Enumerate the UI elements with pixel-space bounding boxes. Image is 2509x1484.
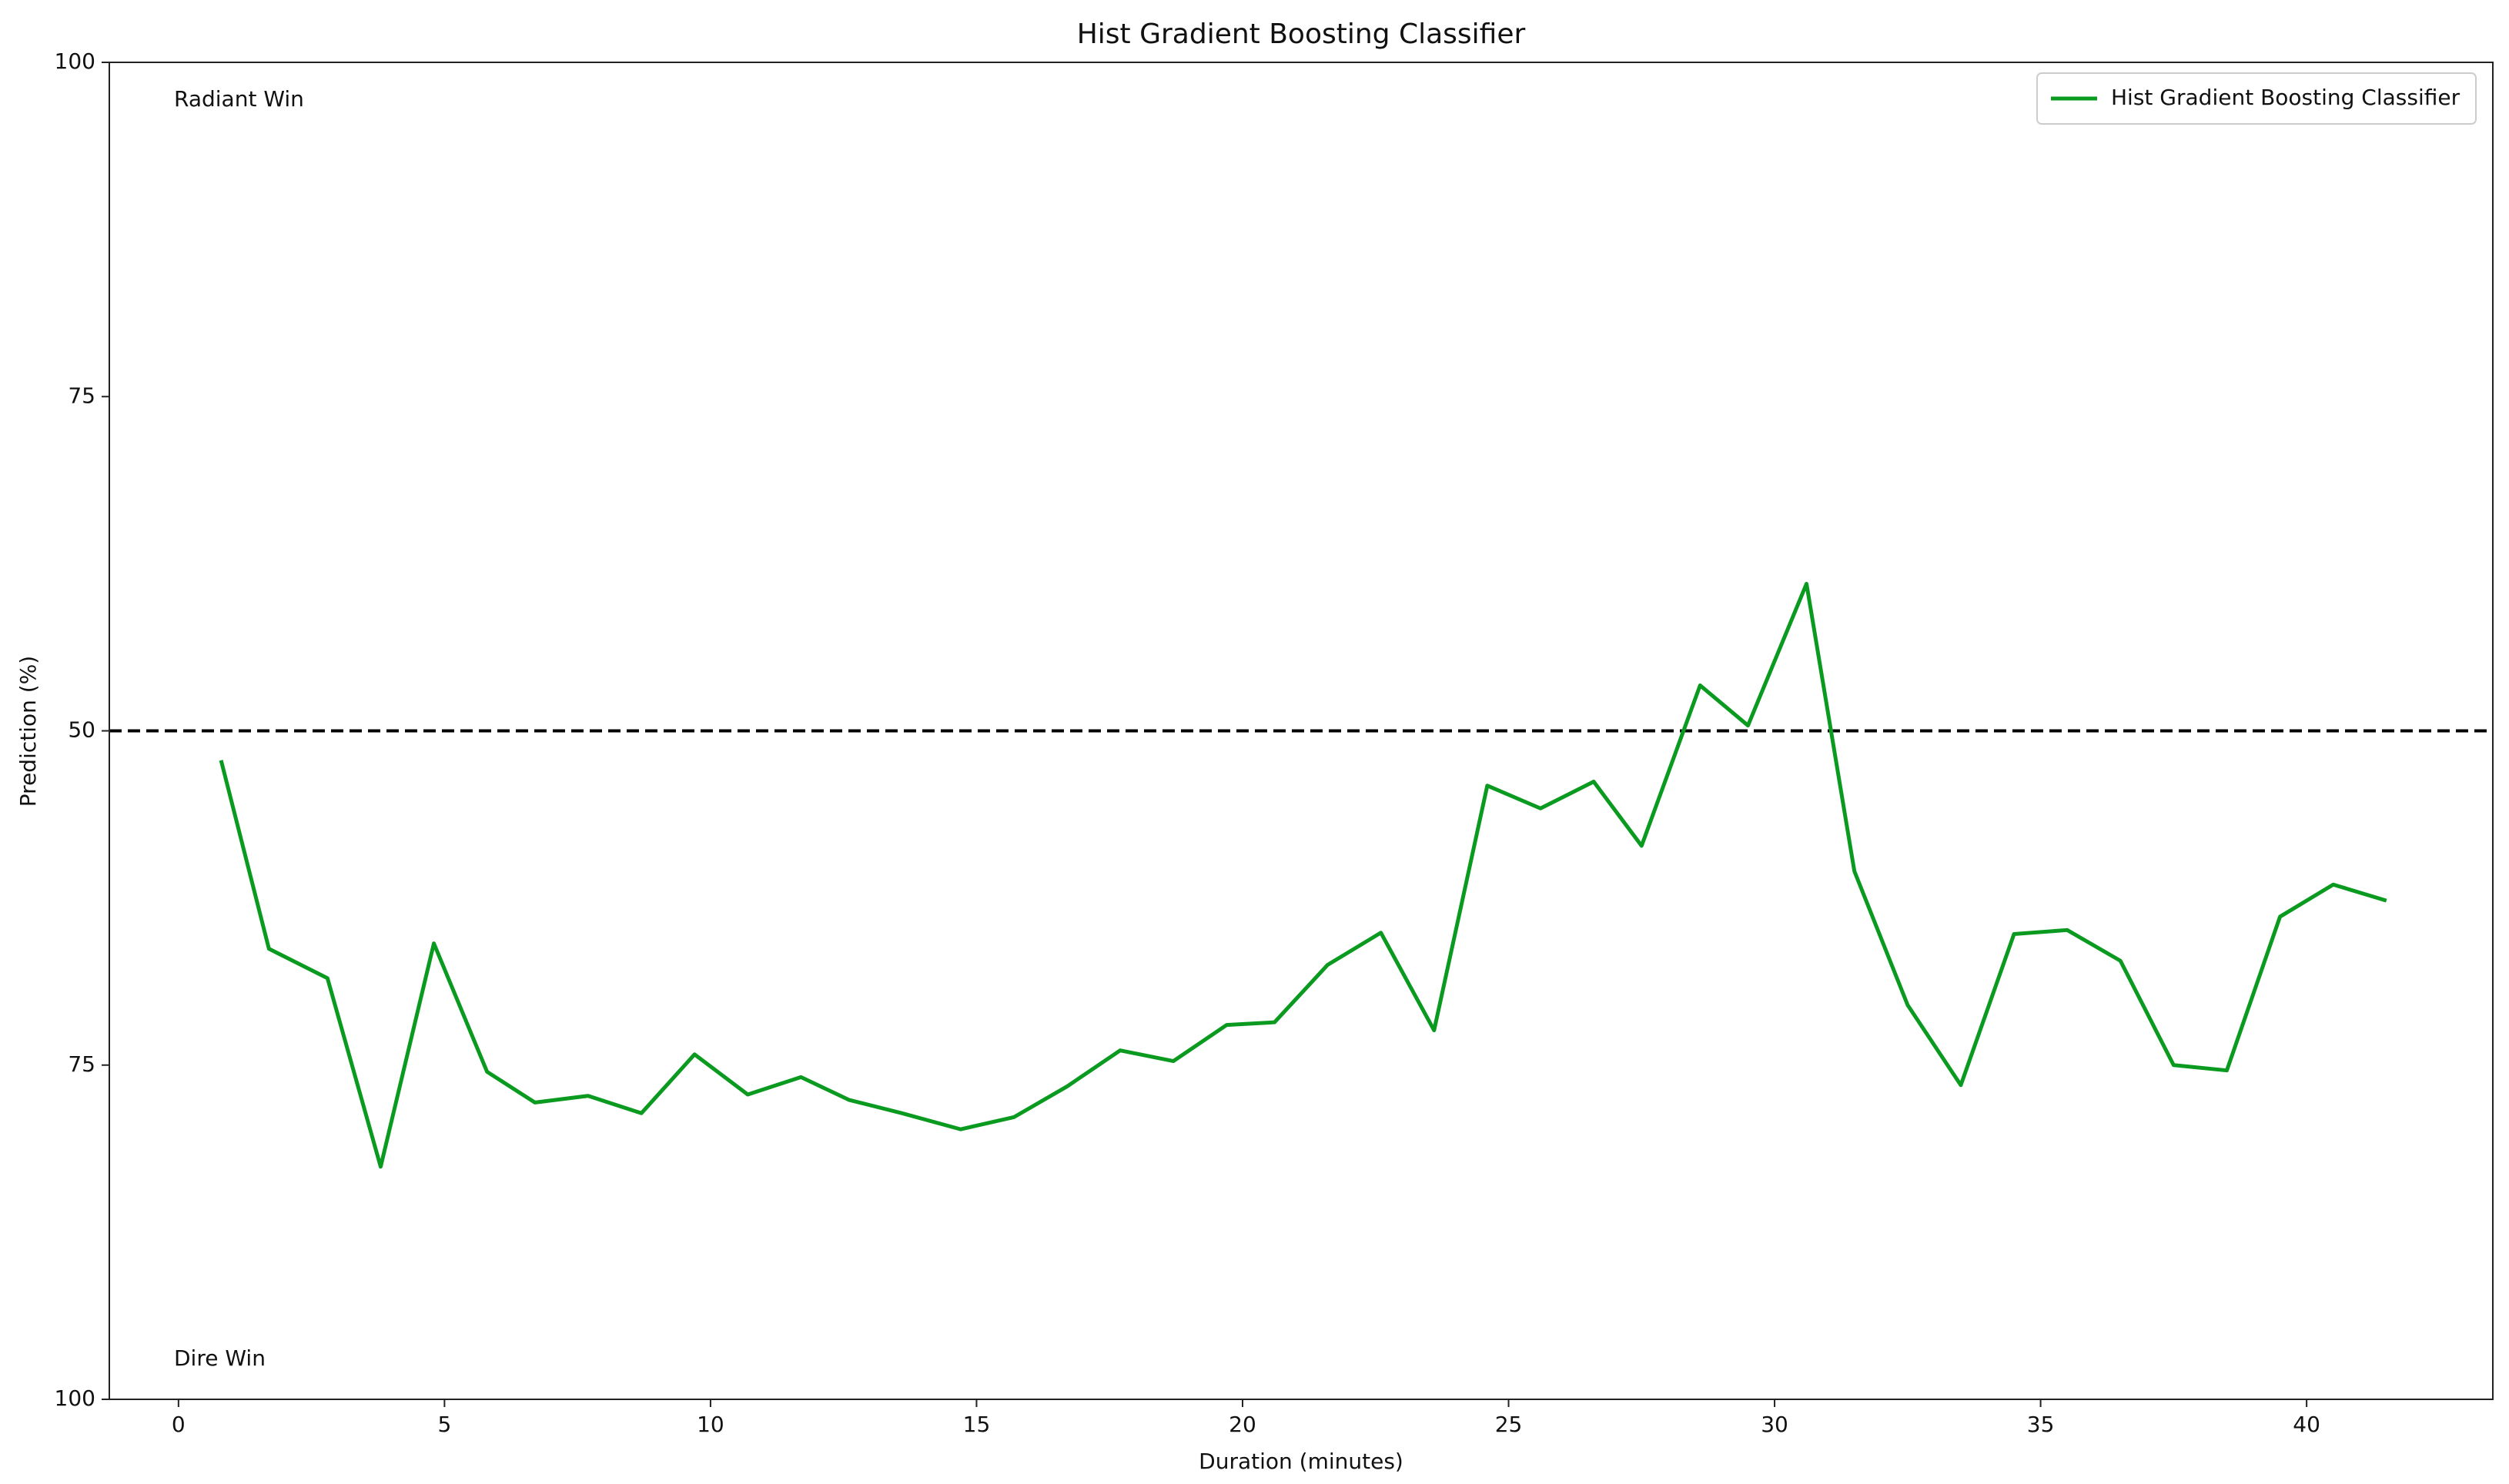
legend-box (2036, 72, 2477, 125)
y-tick-label: 100 (55, 48, 95, 74)
y-tick-label: 50 (68, 717, 95, 743)
y-tick-label: 100 (55, 1385, 95, 1411)
x-tick-label: 10 (697, 1412, 724, 1437)
x-tick-label: 25 (1495, 1412, 1523, 1437)
chart-title: Hist Gradient Boosting Classifier (1077, 18, 1526, 50)
y-tick-label: 75 (68, 1051, 95, 1077)
x-tick-label: 40 (2293, 1412, 2320, 1437)
x-tick-label: 15 (963, 1412, 991, 1437)
legend-label: Hist Gradient Boosting Classifier (2111, 85, 2460, 110)
data-line (219, 581, 2387, 1169)
x-tick-label: 0 (172, 1412, 186, 1437)
x-tick-label: 30 (1761, 1412, 1788, 1437)
y-axis-label: Prediction (%) (15, 656, 41, 807)
x-tick-label: 35 (2027, 1412, 2055, 1437)
x-tick-label: 5 (437, 1412, 451, 1437)
annotation: Radiant Win (174, 86, 304, 112)
x-axis-label: Duration (minutes) (1199, 1449, 1403, 1474)
annotation: Dire Win (174, 1345, 266, 1371)
x-tick-label: 20 (1229, 1412, 1256, 1437)
plot-frame (109, 62, 2494, 1400)
y-tick-label: 75 (68, 383, 95, 408)
